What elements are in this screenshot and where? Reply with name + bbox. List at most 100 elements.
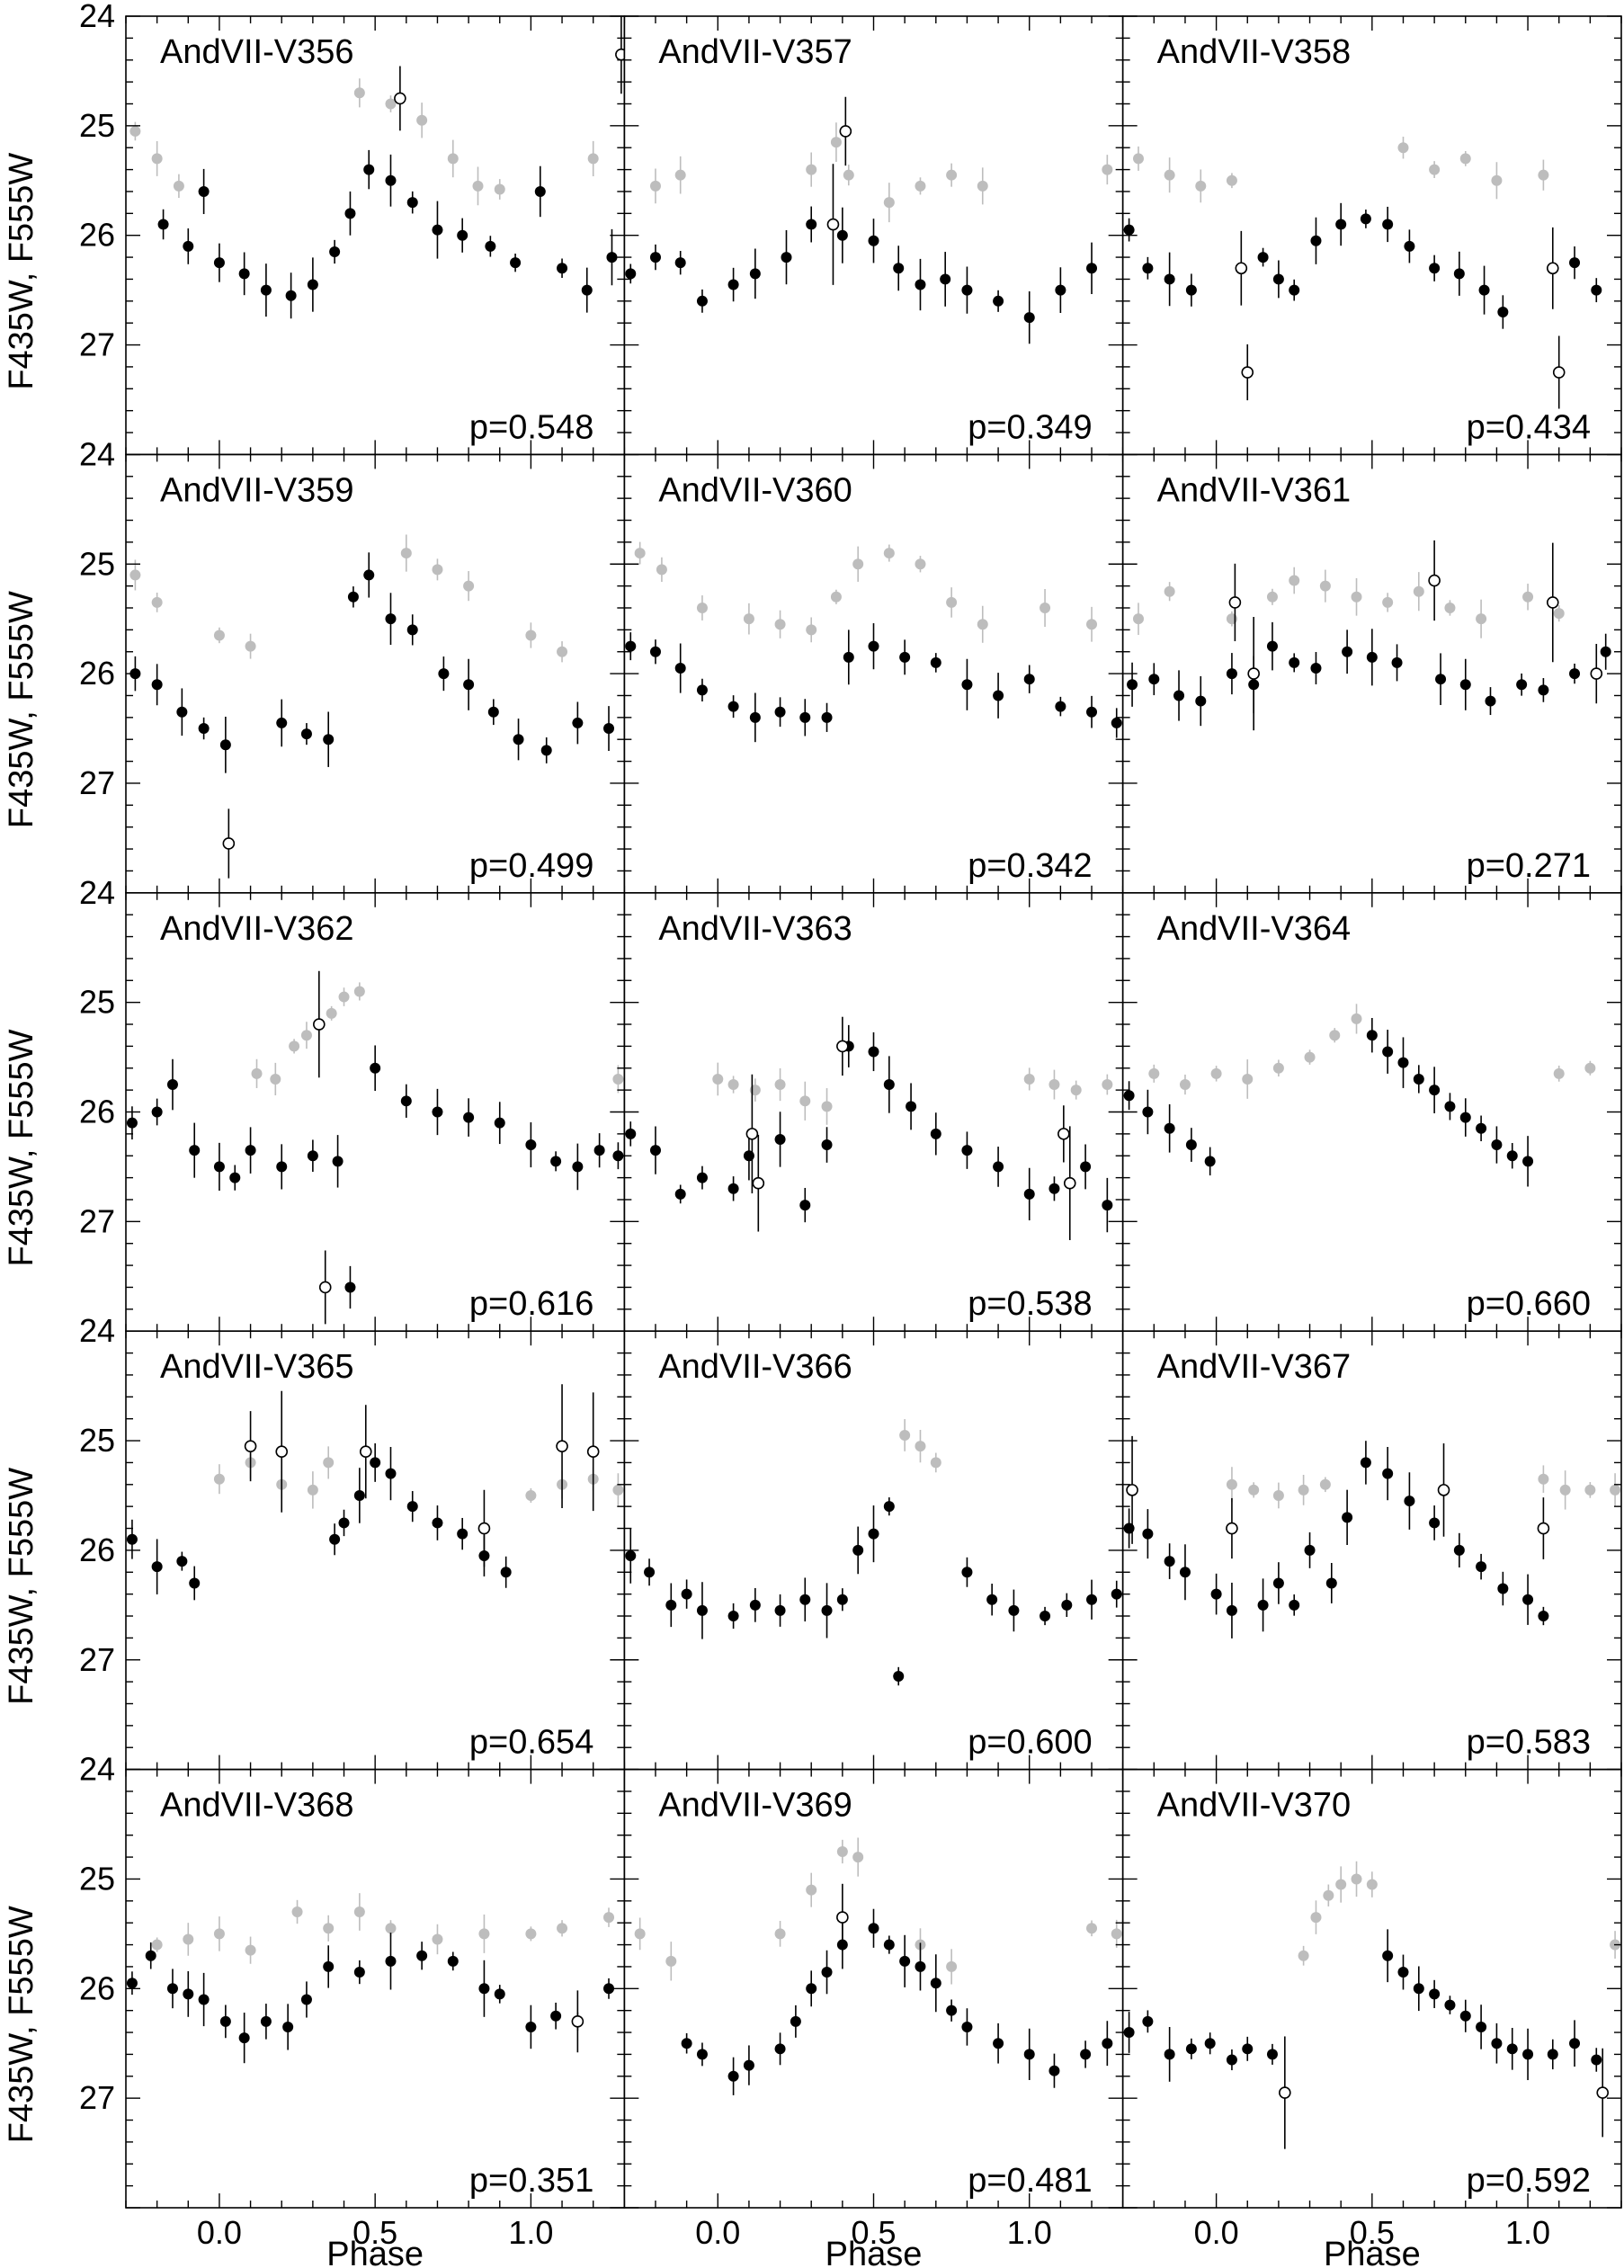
f435w-point bbox=[836, 1594, 848, 1605]
f435w-point bbox=[603, 723, 615, 735]
panel-title: AndVII-V366 bbox=[658, 1348, 852, 1386]
f435w-point bbox=[986, 1594, 998, 1605]
f555w-point bbox=[173, 180, 184, 192]
f555w-point bbox=[852, 558, 864, 570]
f555w-point bbox=[843, 169, 854, 181]
f435w-point bbox=[727, 701, 739, 712]
f555w-point bbox=[1366, 1879, 1378, 1890]
f555w-point bbox=[656, 564, 667, 576]
f435w-point bbox=[727, 1611, 739, 1622]
f435w-point bbox=[1397, 1057, 1409, 1068]
f435w-point bbox=[940, 273, 951, 285]
f555w-point bbox=[634, 548, 646, 559]
panel-title: AndVII-V363 bbox=[658, 910, 852, 948]
f555w-point bbox=[1304, 1051, 1316, 1063]
f435w-point bbox=[1086, 263, 1098, 274]
f435w-point bbox=[151, 679, 163, 691]
f435w-point bbox=[1179, 1567, 1191, 1578]
period-label: p=0.538 bbox=[968, 1285, 1092, 1323]
f435w-point bbox=[696, 2049, 708, 2060]
f435w-point bbox=[799, 1200, 811, 1211]
f435w-point bbox=[674, 1188, 686, 1200]
f435w-point bbox=[260, 2015, 272, 2027]
f435w-point bbox=[649, 646, 661, 657]
f555w-point bbox=[977, 619, 988, 630]
f435w-point bbox=[151, 1106, 163, 1118]
f555w-point bbox=[1298, 1484, 1309, 1496]
panel-andvii-v365: AndVII-V365 p=0.654 bbox=[126, 1348, 624, 1762]
f555w-point bbox=[447, 153, 459, 165]
rejected-point bbox=[1428, 574, 1441, 587]
f435w-point bbox=[344, 1281, 356, 1293]
f435w-point bbox=[416, 1950, 428, 1961]
f435w-point bbox=[930, 1128, 941, 1139]
f555w-point bbox=[1553, 608, 1565, 620]
f555w-point bbox=[1559, 1484, 1571, 1496]
f555w-point bbox=[774, 1079, 786, 1091]
panel-andvii-v356: AndVII-V356 p=0.548 bbox=[129, 16, 625, 446]
f555w-point bbox=[774, 1928, 786, 1940]
rejected-point bbox=[313, 1018, 326, 1031]
f435w-point bbox=[347, 591, 359, 603]
f435w-point bbox=[276, 1161, 288, 1173]
f555w-point bbox=[1248, 1484, 1260, 1496]
f435w-point bbox=[696, 1172, 708, 1183]
f435w-point bbox=[363, 569, 375, 581]
panel-points bbox=[1123, 1861, 1621, 2149]
f435w-point bbox=[1257, 1599, 1269, 1611]
f555w-point bbox=[674, 169, 686, 181]
f435w-point bbox=[806, 219, 817, 230]
f435w-point bbox=[1142, 1528, 1154, 1540]
f435w-point bbox=[213, 1161, 225, 1173]
panel-ticks bbox=[125, 15, 626, 456]
f435w-point bbox=[1040, 1611, 1051, 1622]
f435w-point bbox=[674, 663, 686, 674]
f435w-point bbox=[307, 1150, 318, 1162]
f555w-point bbox=[915, 180, 926, 192]
f435w-point bbox=[1413, 1983, 1424, 1995]
period-label: p=0.592 bbox=[1467, 2162, 1591, 2200]
x-tick-label: 0.0 bbox=[1194, 2214, 1239, 2251]
f435w-point bbox=[1148, 674, 1160, 685]
f435w-point bbox=[1485, 695, 1496, 707]
f555w-point bbox=[1584, 1062, 1596, 1074]
panel-andvii-v369: AndVII-V369 p=0.481 bbox=[634, 1787, 1122, 2200]
f555w-point bbox=[1086, 1923, 1098, 1934]
f555w-point bbox=[1164, 169, 1175, 181]
f555w-point bbox=[852, 1852, 864, 1863]
f435w-point bbox=[1164, 1556, 1175, 1567]
panel-points bbox=[625, 1419, 1122, 1686]
panel-title: AndVII-V361 bbox=[1157, 471, 1351, 509]
f435w-point bbox=[457, 229, 468, 241]
f555w-point bbox=[1323, 1889, 1334, 1901]
period-label: p=0.548 bbox=[469, 408, 593, 446]
f555w-point bbox=[1459, 153, 1471, 165]
f435w-point bbox=[550, 1156, 562, 1167]
x-tick-label: 1.0 bbox=[508, 2214, 553, 2251]
panel-andvii-v368: AndVII-V368 p=0.351 bbox=[126, 1787, 615, 2200]
f435w-point bbox=[906, 1101, 917, 1112]
panel-title: AndVII-V362 bbox=[160, 910, 353, 948]
f435w-point bbox=[1204, 1156, 1216, 1167]
f435w-point bbox=[363, 164, 375, 175]
rejected-point bbox=[477, 1522, 491, 1535]
f435w-point bbox=[1491, 2038, 1503, 2049]
f435w-point bbox=[1429, 1517, 1441, 1529]
panel-ticks bbox=[1121, 453, 1622, 894]
panels-layer: AndVII-V356p=0.548AndVII-V357p=0.349AndV… bbox=[126, 16, 1621, 2200]
f435w-point bbox=[681, 2038, 692, 2049]
f435w-point bbox=[189, 1577, 201, 1589]
f555w-point bbox=[400, 548, 412, 559]
f435w-point bbox=[774, 706, 786, 718]
f555w-point bbox=[1132, 153, 1144, 165]
f555w-point bbox=[1351, 591, 1362, 603]
f555w-point bbox=[1210, 1067, 1222, 1079]
f435w-point bbox=[665, 1599, 677, 1611]
f555w-point bbox=[1319, 1478, 1331, 1490]
f555w-point bbox=[799, 1095, 811, 1107]
f435w-point bbox=[1023, 312, 1035, 324]
rejected-point bbox=[244, 1440, 257, 1452]
rejected-point bbox=[1057, 1128, 1070, 1140]
f435w-point bbox=[1204, 2038, 1216, 2049]
